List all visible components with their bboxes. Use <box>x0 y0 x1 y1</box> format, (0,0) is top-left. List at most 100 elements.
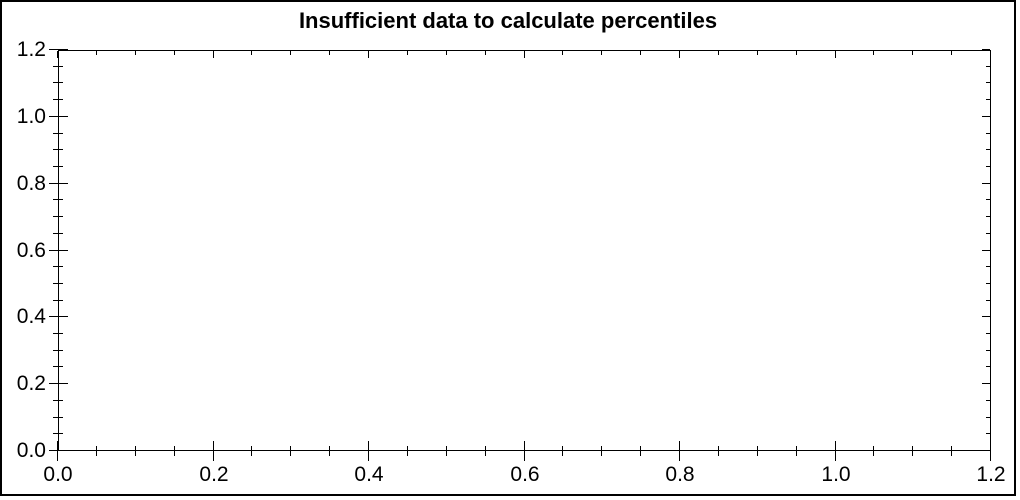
x-axis-minor-tick <box>562 446 563 456</box>
x-axis-top-minor-tick <box>96 51 97 55</box>
y-axis-minor-tick <box>53 283 63 284</box>
x-axis-top-minor-tick <box>718 51 719 55</box>
x-axis-minor-tick <box>873 446 874 456</box>
x-axis-major-tick <box>990 441 991 461</box>
x-axis-top-minor-tick <box>446 51 447 55</box>
x-tick-label: 0.6 <box>510 463 540 486</box>
y-axis-major-tick <box>49 316 68 317</box>
y-tick-label: 0.6 <box>16 239 46 262</box>
x-axis-minor-tick <box>329 446 330 456</box>
x-axis-minor-tick <box>640 446 641 456</box>
y-axis-minor-tick <box>53 333 63 334</box>
y-axis-major-tick <box>49 383 68 384</box>
y-axis-right-minor-tick <box>986 333 990 334</box>
x-axis-top-major-tick <box>213 51 214 58</box>
y-axis-right-minor-tick <box>986 283 990 284</box>
x-axis-top-major-tick <box>524 51 525 58</box>
x-axis-minor-tick <box>174 446 175 456</box>
x-tick-label: 0.0 <box>43 463 73 486</box>
x-axis-minor-tick <box>290 446 291 456</box>
x-axis-minor-tick <box>912 446 913 456</box>
y-axis-minor-tick <box>53 266 63 267</box>
x-axis-major-tick <box>213 441 214 461</box>
y-axis-right-minor-tick <box>986 350 990 351</box>
y-axis-minor-tick <box>53 133 63 134</box>
y-axis-right-major-tick <box>982 116 990 117</box>
y-axis-right-major-tick <box>982 183 990 184</box>
y-tick-label: 0.8 <box>16 172 46 195</box>
y-axis-minor-tick <box>53 300 63 301</box>
y-axis-right-minor-tick <box>986 133 990 134</box>
x-axis-top-minor-tick <box>912 51 913 55</box>
y-axis-major-tick <box>49 450 68 451</box>
x-axis-top-minor-tick <box>174 51 175 55</box>
x-axis-minor-tick <box>796 446 797 456</box>
x-axis-top-major-tick <box>835 51 836 58</box>
y-axis-right-minor-tick <box>986 149 990 150</box>
y-axis-right-major-tick <box>982 316 990 317</box>
x-axis-major-tick <box>835 441 836 461</box>
y-axis-minor-tick <box>53 400 63 401</box>
x-axis-minor-tick <box>601 446 602 456</box>
y-axis-right-major-tick <box>982 383 990 384</box>
x-axis-minor-tick <box>485 446 486 456</box>
y-axis-minor-tick <box>53 216 63 217</box>
y-axis-minor-tick <box>53 350 63 351</box>
y-axis-minor-tick <box>53 99 63 100</box>
y-axis-right-minor-tick <box>986 300 990 301</box>
y-tick-label: 1.2 <box>16 38 46 61</box>
y-axis-right-minor-tick <box>986 199 990 200</box>
y-axis-major-tick <box>49 49 68 50</box>
y-axis-minor-tick <box>53 166 63 167</box>
x-axis-top-minor-tick <box>796 51 797 55</box>
x-axis-top-minor-tick <box>135 51 136 55</box>
x-axis-top-minor-tick <box>329 51 330 55</box>
y-axis-right-minor-tick <box>986 400 990 401</box>
y-axis-right-minor-tick <box>986 366 990 367</box>
x-axis-top-major-tick <box>990 51 991 58</box>
y-axis-right-major-tick <box>982 250 990 251</box>
y-axis-right-minor-tick <box>986 166 990 167</box>
x-axis-top-major-tick <box>368 51 369 58</box>
x-axis-top-minor-tick <box>251 51 252 55</box>
y-axis-minor-tick <box>53 433 63 434</box>
x-axis-minor-tick <box>951 446 952 456</box>
y-axis-right-minor-tick <box>986 82 990 83</box>
y-axis-right-minor-tick <box>986 433 990 434</box>
x-tick-label: 0.2 <box>199 463 229 486</box>
x-axis-major-tick <box>524 441 525 461</box>
y-axis-minor-tick <box>53 82 63 83</box>
x-axis-top-major-tick <box>57 51 58 58</box>
x-axis-major-tick <box>57 441 58 461</box>
y-axis-right-minor-tick <box>986 417 990 418</box>
y-axis-right-major-tick <box>982 450 990 451</box>
x-axis-top-major-tick <box>679 51 680 58</box>
x-axis-top-minor-tick <box>757 51 758 55</box>
y-axis-right-minor-tick <box>986 66 990 67</box>
chart-title: Insufficient data to calculate percentil… <box>298 8 718 33</box>
y-axis-major-tick <box>49 250 68 251</box>
y-axis-right-minor-tick <box>986 99 990 100</box>
y-axis-right-minor-tick <box>986 266 990 267</box>
y-axis-minor-tick <box>53 233 63 234</box>
y-tick-label: 0.0 <box>16 439 46 462</box>
y-axis-minor-tick <box>53 66 63 67</box>
x-axis-major-tick <box>679 441 680 461</box>
x-tick-label: 0.8 <box>665 463 695 486</box>
y-axis-minor-tick <box>53 417 63 418</box>
x-axis-top-minor-tick <box>407 51 408 55</box>
y-tick-label: 1.0 <box>16 105 46 128</box>
y-tick-label: 0.4 <box>16 305 46 328</box>
y-axis-minor-tick <box>53 366 63 367</box>
x-axis-minor-tick <box>407 446 408 456</box>
y-axis-right-major-tick <box>982 49 990 50</box>
x-tick-label: 1.2 <box>976 463 1006 486</box>
x-axis-major-tick <box>368 441 369 461</box>
x-axis-minor-tick <box>757 446 758 456</box>
x-axis-top-minor-tick <box>562 51 563 55</box>
x-axis-top-minor-tick <box>601 51 602 55</box>
x-axis-top-minor-tick <box>873 51 874 55</box>
x-axis-top-minor-tick <box>290 51 291 55</box>
plot-area <box>58 50 991 451</box>
